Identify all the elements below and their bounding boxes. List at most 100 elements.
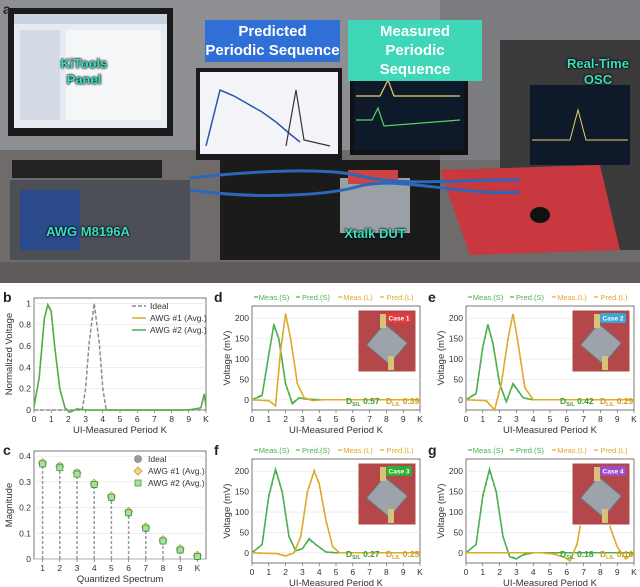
x-tick-label: 2 bbox=[57, 563, 62, 573]
legend-label: Meas.(L) bbox=[557, 446, 587, 455]
case-badge bbox=[600, 466, 626, 476]
marker-awg2 bbox=[125, 509, 132, 517]
x-tick-label: 2 bbox=[283, 414, 288, 424]
y-tick-label: 1 bbox=[26, 298, 31, 308]
y-tick-label: 0.4 bbox=[19, 362, 31, 372]
marker-awg2 bbox=[108, 493, 115, 501]
y-tick-label: 150 bbox=[235, 487, 249, 497]
legend-label: AWG #2 (Avg.) bbox=[148, 478, 205, 488]
y-tick-label: 0.2 bbox=[19, 384, 31, 394]
inset-dut bbox=[365, 475, 409, 519]
x-tick-label: 0 bbox=[250, 414, 255, 424]
y-tick-label: 0 bbox=[26, 554, 31, 564]
y-tick-label: 100 bbox=[449, 507, 463, 517]
x-tick-label: 9 bbox=[615, 567, 620, 577]
legend-label: Meas.(S) bbox=[259, 293, 290, 302]
chart-b: 0 0.2 0.4 0.6 0.8 1 0 1 2 3 4 5 6 7 8 9 K UI-Measured Per… bbox=[4, 297, 209, 436]
legend-label: Ideal bbox=[148, 454, 167, 464]
legend-label: Meas.(L) bbox=[343, 293, 373, 302]
x-tick-label: 6 bbox=[126, 563, 131, 573]
y-tick-label: 0.3 bbox=[19, 477, 31, 487]
legend-label: Ideal bbox=[150, 301, 169, 311]
x-tick-label: 4 bbox=[317, 567, 322, 577]
x-tick-label: 6 bbox=[350, 414, 355, 424]
x-tick-label: 2 bbox=[283, 567, 288, 577]
setup-photo bbox=[0, 0, 640, 283]
x-tick-label: 3 bbox=[300, 567, 305, 577]
legend-swatch bbox=[134, 479, 142, 487]
inset-connector bbox=[388, 509, 394, 523]
y-tick-label: 0 bbox=[26, 405, 31, 415]
x-tick-label: 0 bbox=[250, 567, 255, 577]
legend-swatch bbox=[133, 466, 143, 476]
x-tick-label: 5 bbox=[548, 414, 553, 424]
x-axis-label: UI-Measured Period K bbox=[289, 578, 384, 587]
legend-label: Pred.(S) bbox=[302, 446, 330, 455]
d-l-value: DL/L 0.39 bbox=[386, 396, 420, 408]
d-s-value: DS/L 0.57 bbox=[346, 396, 380, 408]
y-tick-label: 150 bbox=[235, 334, 249, 344]
legend-label: Pred.(S) bbox=[302, 293, 330, 302]
x-tick-label: K bbox=[631, 414, 637, 424]
x-tick-label: 1 bbox=[480, 414, 485, 424]
y-tick-label: 50 bbox=[454, 527, 464, 537]
x-tick-label: 5 bbox=[118, 414, 123, 424]
x-tick-label: 7 bbox=[143, 563, 148, 573]
y-axis-label: Voltage (mV) bbox=[222, 331, 233, 386]
inset-connector bbox=[380, 314, 386, 328]
y-tick-label: 50 bbox=[240, 527, 250, 537]
y-tick-label: 200 bbox=[235, 466, 249, 476]
x-tick-label: 3 bbox=[514, 567, 519, 577]
x-tick-label: 3 bbox=[300, 414, 305, 424]
d-l-value: DL/L 0.29 bbox=[600, 396, 634, 408]
x-tick-label: 8 bbox=[384, 567, 389, 577]
y-tick-label: 100 bbox=[235, 354, 249, 364]
case-label: Case 3 bbox=[389, 469, 410, 476]
legend-label: Pred.(L) bbox=[386, 293, 414, 302]
x-tick-label: 9 bbox=[178, 563, 183, 573]
legend-label: Meas.(L) bbox=[343, 446, 373, 455]
y-axis-label: Voltage (mV) bbox=[436, 331, 447, 386]
case-badge bbox=[386, 466, 412, 476]
chart-g: 0 50 100 150 200 0 1 2 3 4 5 6 7 8 9 K UI-Measured Perio… bbox=[436, 446, 637, 587]
x-tick-label: 5 bbox=[548, 567, 553, 577]
y-tick-label: 200 bbox=[449, 313, 463, 323]
y-axis-label: Voltage (mV) bbox=[436, 484, 447, 539]
y-tick-label: 150 bbox=[449, 334, 463, 344]
x-tick-label: 3 bbox=[83, 414, 88, 424]
plot-area bbox=[33, 297, 207, 411]
marker-awg2 bbox=[142, 524, 150, 532]
predicted-sequence-title: Predicted Periodic Sequence bbox=[205, 20, 340, 62]
legend-label: Pred.(S) bbox=[516, 446, 544, 455]
inset-dut bbox=[579, 475, 623, 519]
x-tick-label: 7 bbox=[367, 567, 372, 577]
marker-awg2 bbox=[90, 481, 98, 488]
chart-f: 0 50 100 150 200 0 1 2 3 4 5 6 7 8 9 K UI-Measured Perio… bbox=[222, 446, 423, 587]
d-l-value: DL/L 0.25 bbox=[386, 549, 420, 561]
x-tick-label: 9 bbox=[401, 567, 406, 577]
x-tick-label: K bbox=[203, 414, 209, 424]
x-tick-label: 2 bbox=[497, 414, 502, 424]
series-line-pred-s- bbox=[465, 467, 634, 560]
legend-label: Pred.(L) bbox=[600, 293, 628, 302]
d-s-value: DS/L 0.18 bbox=[560, 549, 594, 561]
legend-label: AWG #1 (Avg.) bbox=[150, 313, 207, 323]
x-tick-label: 5 bbox=[334, 567, 339, 577]
y-tick-label: 200 bbox=[235, 313, 249, 323]
x-tick-label: 4 bbox=[92, 563, 97, 573]
x-tick-label: K bbox=[195, 563, 201, 573]
panel-label-e: e bbox=[428, 289, 436, 305]
x-tick-label: K bbox=[417, 567, 423, 577]
legend-label: Pred.(S) bbox=[516, 293, 544, 302]
y-tick-label: 0 bbox=[244, 548, 249, 558]
marker-awg2 bbox=[56, 464, 64, 472]
series-line-pred-l- bbox=[465, 313, 634, 412]
x-tick-label: 0 bbox=[464, 567, 469, 577]
y-axis-label: Normalized Voltage bbox=[4, 313, 15, 395]
x-tick-label: 6 bbox=[135, 414, 140, 424]
series-line-pred-l- bbox=[251, 468, 420, 557]
legend-label: Meas.(S) bbox=[473, 446, 504, 455]
y-axis-label: Voltage (mV) bbox=[222, 484, 233, 539]
inset-dut bbox=[579, 322, 623, 366]
x-axis-label: UI-Measured Period K bbox=[289, 425, 384, 436]
